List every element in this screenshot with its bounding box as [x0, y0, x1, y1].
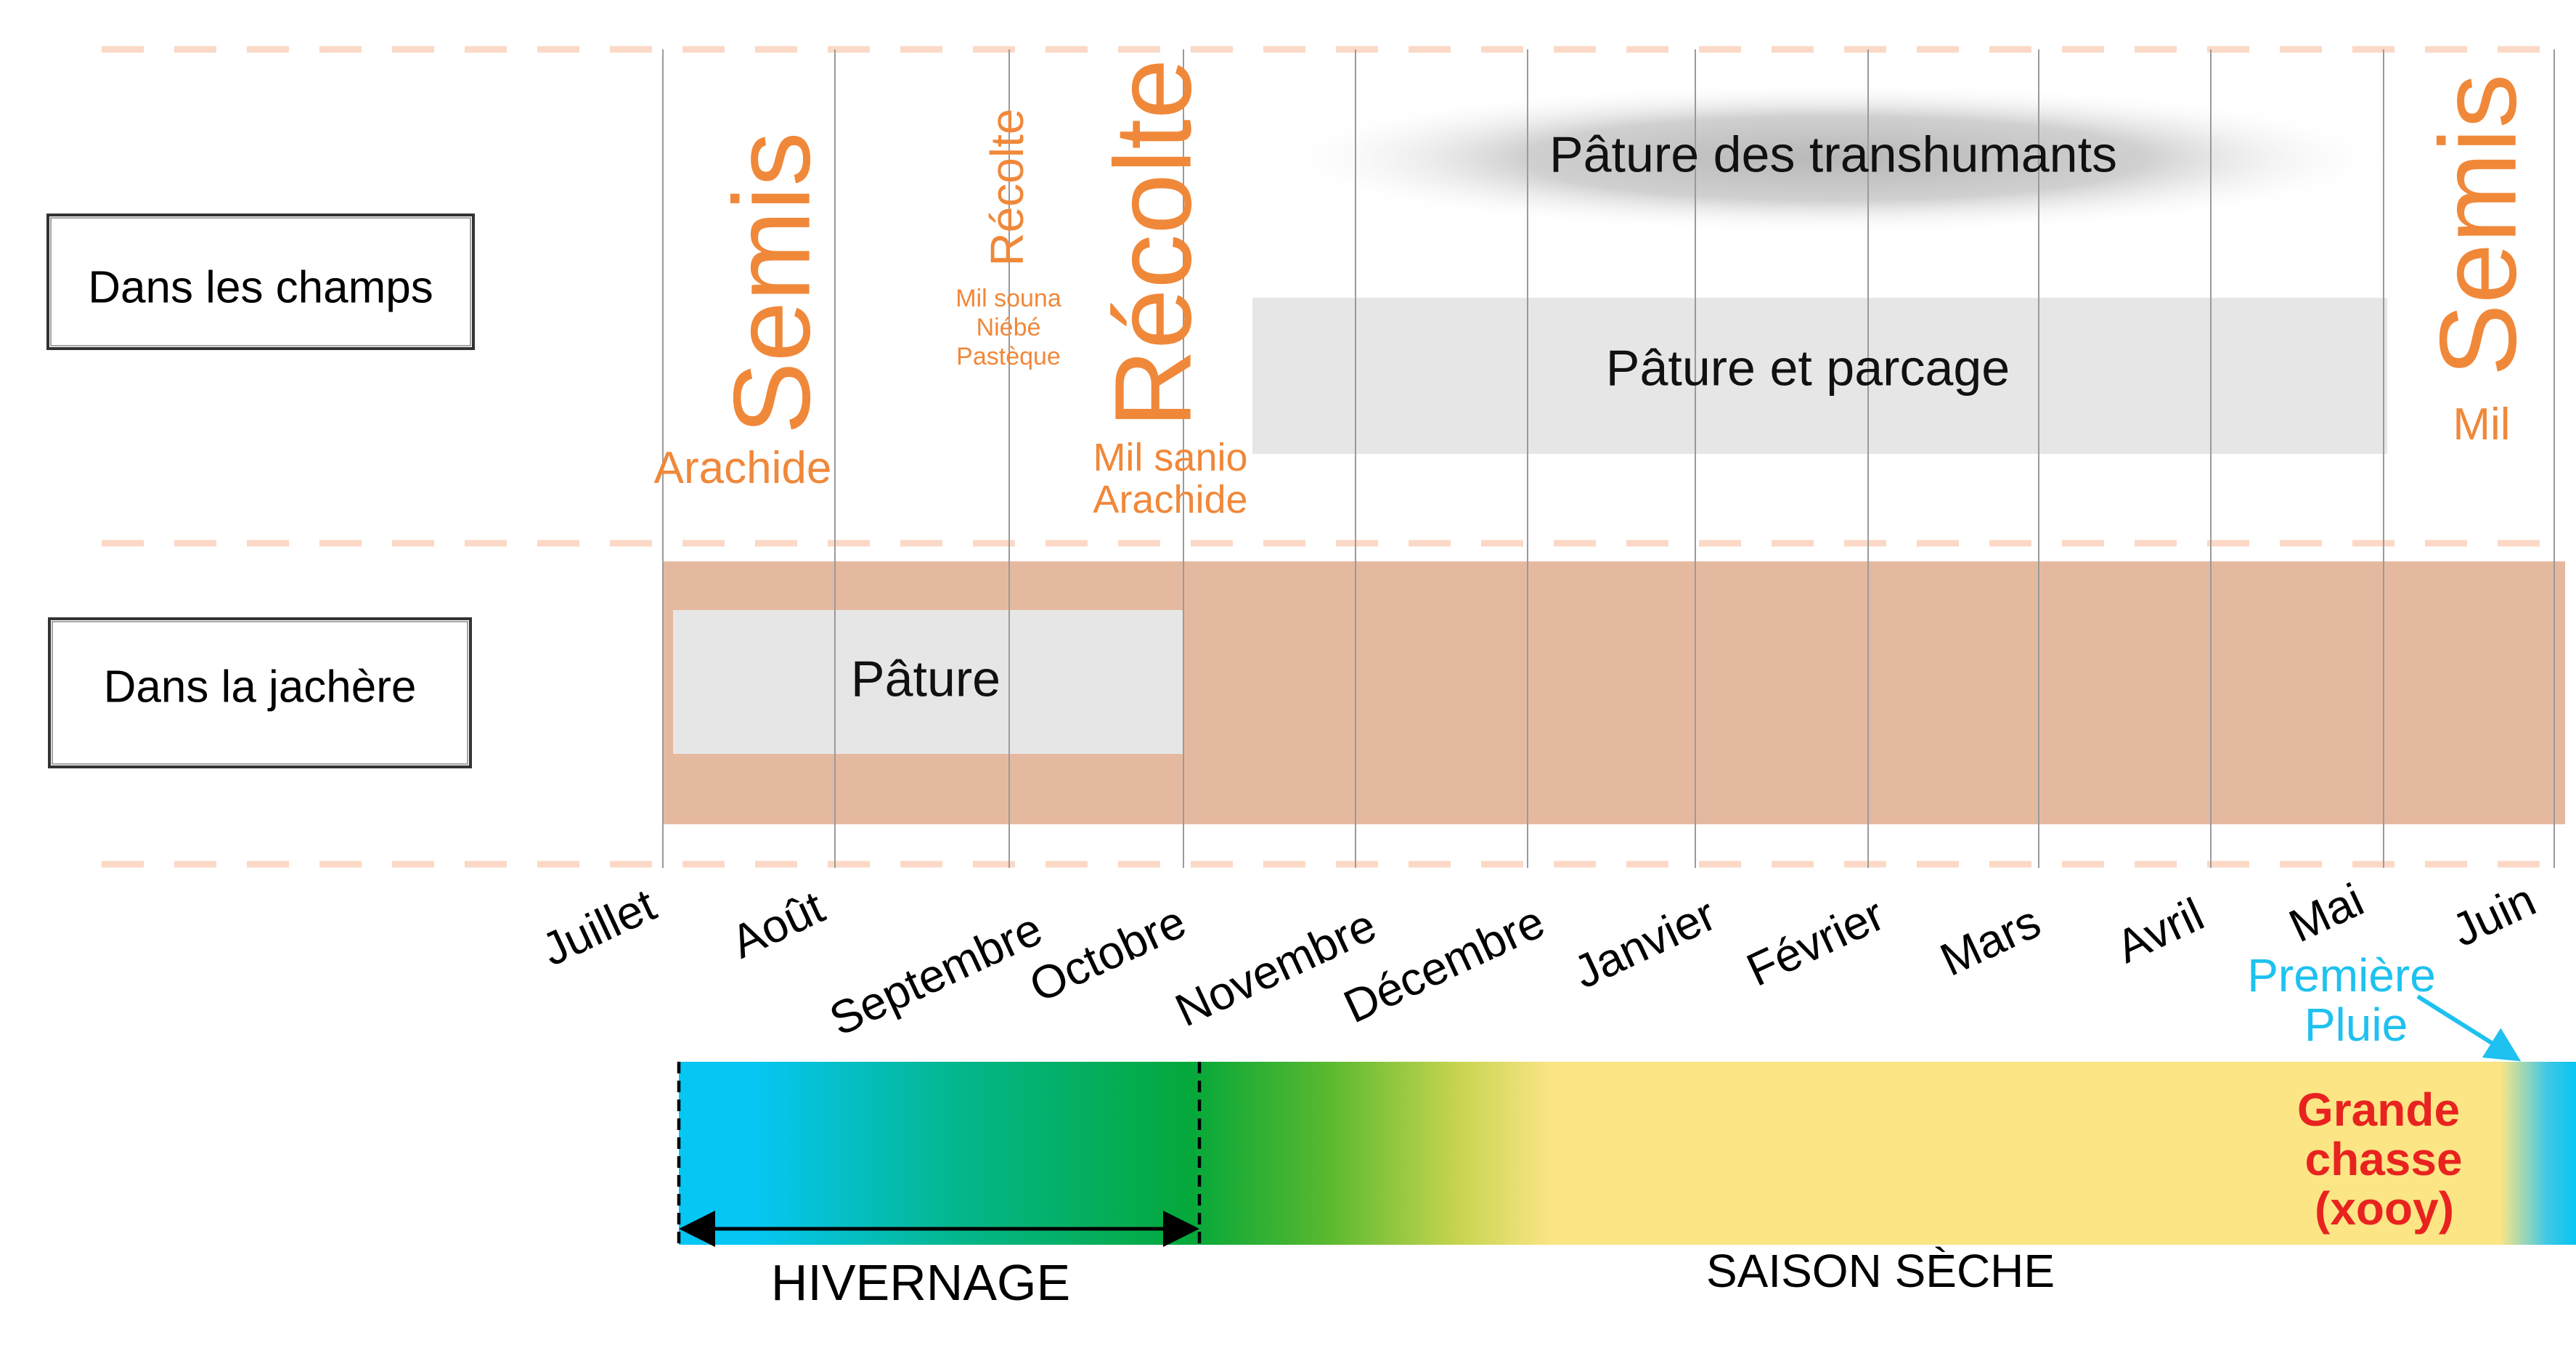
month-label: Juin: [2444, 873, 2543, 956]
transhumants-label: Pâture des transhumants: [1549, 126, 2117, 182]
saison-seche-label: SAISON SÈCHE: [1706, 1245, 2055, 1297]
parcage-band: [1252, 298, 2387, 454]
row-separators: [102, 46, 2563, 868]
month-label: Octobre: [1022, 895, 1194, 1012]
row-label-jachere-box: [48, 617, 472, 768]
month-label: Août: [723, 880, 832, 968]
premiere-pluie-line-1: Première: [2247, 949, 2436, 1001]
event-recolte-big-crop-2: Arachide: [1093, 478, 1247, 521]
event-semis-arachide-crop: Arachide: [654, 443, 832, 493]
grande-chasse-line-3: (xooy): [2315, 1182, 2454, 1235]
month-label: Juillet: [534, 878, 664, 975]
row-label-champs-box: [46, 214, 475, 350]
grande-chasse-line-1: Grande: [2297, 1084, 2460, 1136]
event-recolte-small-crop-1: Mil souna: [955, 285, 1061, 312]
transhumants-band: [1267, 82, 2400, 235]
event-recolte-small-crop-3: Pastèque: [956, 343, 1061, 370]
season-bar: [679, 1062, 2576, 1245]
row-label-jachere-text: Dans la jachère: [104, 662, 417, 712]
month-gridlines: [662, 49, 2555, 868]
event-recolte-big: Récolte: [1092, 59, 1214, 428]
event-semis-arachide: Semis: [711, 132, 833, 435]
row-label-champs-text: Dans les champs: [88, 262, 433, 312]
event-recolte-small-crop-2: Niébé: [977, 314, 1041, 341]
month-label: Mars: [1933, 895, 2048, 986]
month-label: Mai: [2281, 873, 2371, 952]
grande-chasse-line-2: chasse: [2304, 1133, 2462, 1185]
hivernage-label: HIVERNAGE: [771, 1254, 1070, 1311]
pature-jachere-band: [673, 610, 1183, 754]
event-recolte-big-crop-1: Mil sanio: [1093, 436, 1247, 479]
row-label-champs: Dans les champs: [46, 214, 475, 350]
pature-jachere-label: Pâture: [851, 650, 1000, 707]
event-recolte-small: Récolte: [981, 109, 1033, 267]
parcage-label: Pâture et parcage: [1606, 339, 2010, 396]
month-labels: Juillet AoûtSeptembreOctobreNovembreDécem…: [534, 873, 2543, 1046]
month-label: Février: [1739, 887, 1892, 996]
premiere-pluie-line-2: Pluie: [2304, 999, 2408, 1051]
month-label: Septembre: [822, 902, 1050, 1046]
month-label: Janvier: [1566, 887, 1724, 998]
premiere-pluie-arrow: [2416, 994, 2522, 1062]
event-semis-mil-crop: Mil: [2453, 399, 2510, 450]
event-semis-mil: Semis: [2417, 74, 2539, 377]
month-label: Avril: [2108, 887, 2212, 972]
row-label-jachere: Dans la jachère: [48, 617, 472, 768]
